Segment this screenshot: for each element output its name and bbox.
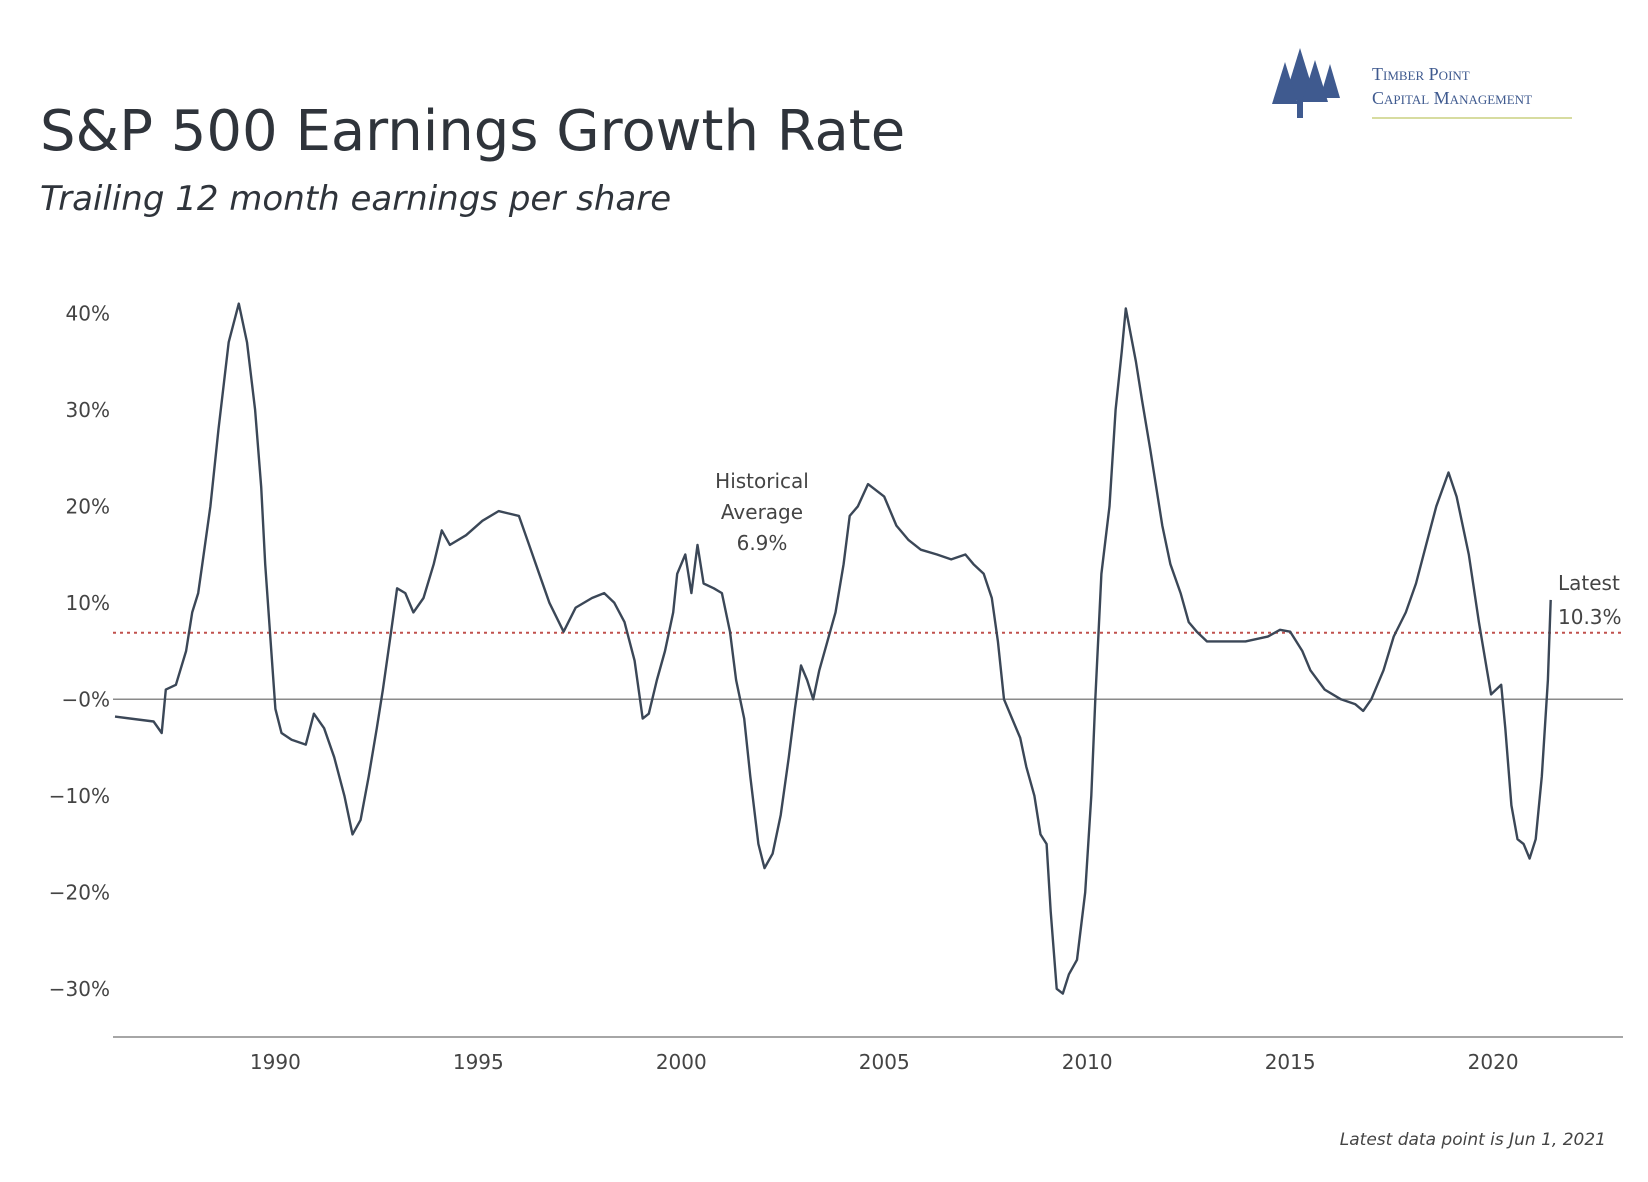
y-tick-label: −30% <box>49 977 110 1001</box>
y-tick-label: −10% <box>49 784 110 808</box>
brand-line-1: Timber Point <box>1372 64 1470 84</box>
x-tick-label: 2015 <box>1265 1050 1316 1074</box>
earnings-growth-line <box>114 302 1552 995</box>
y-tick-label: −0% <box>62 687 111 711</box>
y-tick-label: 10% <box>66 591 110 615</box>
x-tick-label: 2005 <box>859 1050 910 1074</box>
latest-label: Latest <box>1558 571 1620 595</box>
y-tick-label: 20% <box>66 494 110 518</box>
x-tick-label: 2000 <box>656 1050 707 1074</box>
average-label: Historical <box>715 469 809 493</box>
x-tick-label: 1990 <box>250 1050 301 1074</box>
average-label: Average <box>721 500 803 524</box>
footnote: Latest data point is Jun 1, 2021 <box>1340 1130 1606 1150</box>
brand-line-2: Capital Management <box>1372 88 1532 108</box>
chart-title: S&P 500 Earnings Growth Rate <box>40 99 905 164</box>
latest-label: 10.3% <box>1558 605 1622 629</box>
logo: Timber Point Capital Management <box>1272 48 1572 119</box>
y-tick-label: 40% <box>66 301 110 325</box>
x-tick-label: 2020 <box>1468 1050 1519 1074</box>
chart-subtitle: Trailing 12 month earnings per share <box>40 179 671 219</box>
x-tick-label: 2010 <box>1062 1050 1113 1074</box>
logo-trees <box>1272 48 1340 118</box>
y-tick-label: 30% <box>66 398 110 422</box>
average-label: 6.9% <box>737 531 788 555</box>
y-tick-label: −20% <box>49 880 110 904</box>
x-tick-label: 1995 <box>453 1050 504 1074</box>
